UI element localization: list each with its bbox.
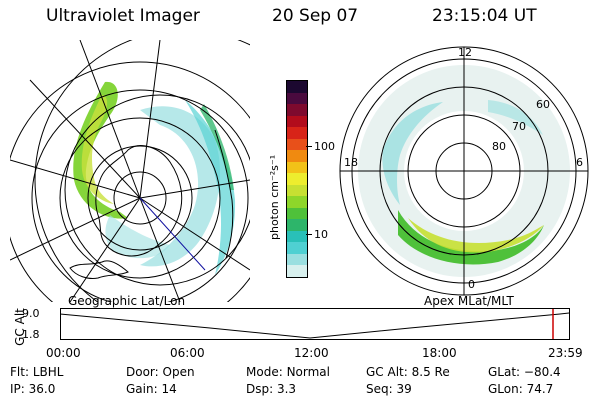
- colorbar-segment: [287, 173, 307, 185]
- lat-label-70: 70: [512, 120, 526, 133]
- right-map-caption: Apex MLat/MLT: [424, 294, 514, 308]
- mlt-label-6: 6: [576, 156, 583, 169]
- timeline-xtick-0: 00:00: [46, 346, 81, 360]
- status-gc-alt: GC Alt: 8.5 Re: [366, 365, 450, 379]
- date-label: 20 Sep 07: [272, 6, 359, 26]
- status-gain: Gain: 14: [126, 382, 177, 396]
- lat-label-80: 80: [492, 140, 506, 153]
- status-glat: GLat: −80.4: [488, 365, 561, 379]
- status-flt: Flt: LBHL: [10, 365, 64, 379]
- colorbar-label-100: 100: [314, 140, 335, 153]
- colorbar-units: photon cm⁻²s⁻¹: [268, 154, 281, 240]
- time-label: 23:15:04 UT: [432, 6, 537, 26]
- timeline-xtick-2: 12:00: [294, 346, 329, 360]
- colorbar-segment: [287, 150, 307, 162]
- timeline-ytick-bottom: 1.8: [22, 328, 40, 341]
- lat-label-60: 60: [536, 98, 550, 111]
- colorbar-tick-10: [306, 234, 312, 235]
- colorbar-segment: [287, 219, 307, 231]
- colorbar-segment: [287, 127, 307, 139]
- status-glon: GLon: 74.7: [488, 382, 554, 396]
- status-ip: IP: 36.0: [10, 382, 56, 396]
- colorbar-segment: [287, 184, 307, 197]
- mlt-label-0: 0: [468, 278, 475, 291]
- colorbar-segment: [287, 196, 307, 208]
- colorbar-segment: [287, 92, 307, 105]
- magnetic-map: [339, 46, 589, 296]
- left-map-caption: Geographic Lat/Lon: [68, 294, 186, 308]
- colorbar-segment: [287, 80, 307, 93]
- colorbar: [286, 80, 308, 278]
- timeline-xtick-4: 23:59: [548, 346, 583, 360]
- colorbar-segment: [287, 115, 307, 128]
- timeline-plot: [60, 308, 570, 340]
- mlt-label-12: 12: [458, 46, 472, 59]
- timeline-xtick-3: 18:00: [422, 346, 457, 360]
- status-door: Door: Open: [126, 365, 195, 379]
- status-mode: Mode: Normal: [246, 365, 330, 379]
- colorbar-label-10: 10: [314, 228, 328, 241]
- colorbar-segment: [287, 230, 307, 243]
- aurora-emission-left: [73, 81, 236, 275]
- colorbar-segment: [287, 104, 307, 116]
- colorbar-segment: [287, 138, 307, 151]
- timeline-ytick-top: 9.0: [22, 307, 40, 320]
- timeline-xtick-1: 06:00: [170, 346, 205, 360]
- status-seq: Seq: 39: [366, 382, 412, 396]
- colorbar-segment: [287, 253, 307, 266]
- colorbar-segment: [287, 265, 307, 277]
- instrument-title: Ultraviolet Imager: [46, 6, 200, 26]
- geographic-map: [10, 40, 250, 302]
- status-dsp: Dsp: 3.3: [246, 382, 297, 396]
- mlt-label-18: 18: [344, 156, 358, 169]
- colorbar-segment: [287, 161, 307, 174]
- colorbar-segment: [287, 207, 307, 220]
- colorbar-tick-100: [306, 146, 312, 147]
- colorbar-segment: [287, 242, 307, 254]
